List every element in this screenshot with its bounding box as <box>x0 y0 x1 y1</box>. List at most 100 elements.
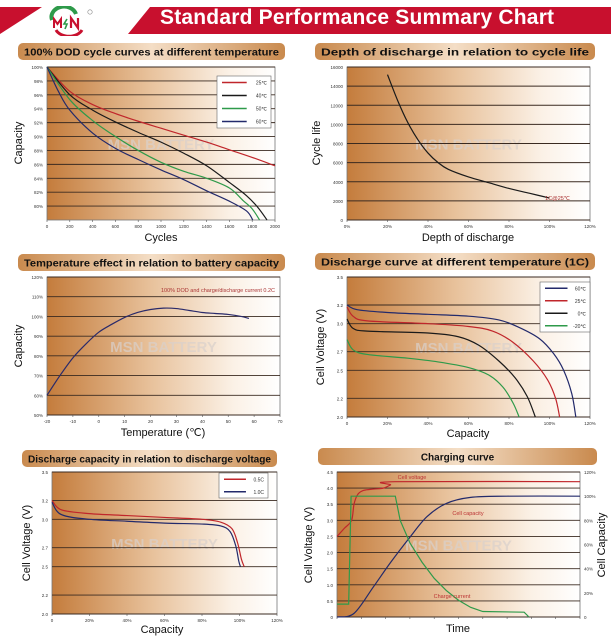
y-tick-label: 3.5 <box>327 502 334 507</box>
y-tick-label: 1.0 <box>327 583 334 588</box>
y-right-tick-label: 0 <box>584 615 587 620</box>
legend: 0.5C 1.0C <box>218 472 269 499</box>
x-tick-label: 400 <box>89 224 97 229</box>
y-right-tick-label: 120% <box>584 470 596 475</box>
watermark: MSN BATTERY <box>110 339 217 356</box>
y-tick-label: 2.5 <box>42 565 49 570</box>
y-tick-label: 86% <box>34 162 43 167</box>
y-tick-label: 80% <box>34 204 43 209</box>
y-tick-label: 98% <box>34 79 43 84</box>
x-tick-label: 80% <box>197 618 206 623</box>
x-tick-label: 70 <box>277 419 283 424</box>
x-tick-label: 600 <box>112 224 120 229</box>
y-tick-label: 6000 <box>333 161 344 166</box>
y-tick-label: 16000 <box>330 65 343 70</box>
x-tick-label: 60% <box>464 224 473 229</box>
x-axis-label: Capacity <box>141 624 184 636</box>
chart-panel-1: 100% DOD cycle curves at different tempe… <box>13 43 285 244</box>
y-tick-label: 14000 <box>330 84 343 89</box>
legend-label: 1.0C <box>253 490 264 496</box>
y-tick-label: 82% <box>34 190 43 195</box>
chart-title-bar <box>18 254 285 271</box>
y-tick-label: 2.5 <box>337 368 344 373</box>
legend-label: 0℃ <box>578 311 587 317</box>
y-axis-label: Cycle life <box>311 121 323 166</box>
header-banner: Standard Performance Summary Chart <box>0 0 611 40</box>
y-tick-label: 2.2 <box>42 593 49 598</box>
x-axis-label: Temperature (℃) <box>121 427 206 439</box>
chart-title-bar <box>18 43 285 60</box>
x-tick-label: 0 <box>98 419 101 424</box>
y-tick-label: 90% <box>34 334 43 339</box>
y-tick-label: 2.0 <box>42 612 49 617</box>
x-tick-label: 20% <box>383 224 392 229</box>
series-line-1-0c <box>51 501 242 567</box>
watermark: MSN BATTERY <box>415 340 522 357</box>
chart-title: 100% DOD cycle curves at different tempe… <box>24 48 279 59</box>
y-tick-label: 12000 <box>330 103 343 108</box>
x-tick-label: 40% <box>122 618 131 623</box>
x-tick-label: 1200 <box>179 224 190 229</box>
y-right-tick-label: 40% <box>584 567 593 572</box>
chart-panel-5: Discharge capacity in relation to discha… <box>21 450 283 636</box>
legend-label: 60℃ <box>256 120 268 126</box>
chart-annotation: 100% DOD and charge/discharge current 0.… <box>161 288 275 294</box>
watermark: MSN BATTERY <box>111 536 218 553</box>
x-tick-label: 40% <box>423 421 432 426</box>
series-line-50- <box>46 66 261 221</box>
series-line-25- <box>46 66 276 167</box>
x-axis-label: Capacity <box>447 428 490 440</box>
x-tick-label: 100% <box>544 421 556 426</box>
watermark: MSN BATTERY <box>405 538 512 555</box>
x-tick-label: 20 <box>148 419 154 424</box>
y-tick-label: 2.2 <box>337 396 344 401</box>
y-tick-label: 94% <box>34 107 43 112</box>
chart-title-bar <box>318 448 597 465</box>
y-tick-label: 110% <box>32 295 43 300</box>
watermark: MSN BATTERY <box>108 137 215 154</box>
y-tick-label: 120% <box>31 275 43 280</box>
chart-title-bar <box>22 450 277 467</box>
series-line-1 <box>46 307 250 396</box>
x-axis-label: Depth of discharge <box>422 232 514 244</box>
x-tick-label: 40 <box>200 419 206 424</box>
chart-panel-2: Depth of discharge in relation to cycle … <box>311 43 596 244</box>
x-tick-label: 120% <box>584 421 596 426</box>
y-tick-label: 2.7 <box>42 546 49 551</box>
series-line-40- <box>46 66 268 221</box>
legend-box <box>216 75 272 129</box>
msn-logo <box>49 6 93 36</box>
y-tick-label: 84% <box>34 176 43 181</box>
chart-annotation: Cell capacity <box>452 511 483 517</box>
legend-label: 25℃ <box>575 299 587 305</box>
x-tick-label: 60% <box>160 618 169 623</box>
chart-title: Temperature effect in relation to batter… <box>24 259 279 270</box>
y-tick-label: 50% <box>34 413 43 418</box>
series-line-60- <box>346 304 577 418</box>
x-tick-label: 40% <box>423 224 432 229</box>
y-axis-label: Cell Voltage (V) <box>303 507 315 583</box>
y-tick-label: 4.0 <box>327 486 334 491</box>
x-axis-label: Time <box>446 623 470 635</box>
x-tick-label: 0 <box>51 618 54 623</box>
x-tick-label: 200 <box>66 224 74 229</box>
y-axis-label: Capacity <box>13 121 25 164</box>
legend-box <box>218 472 269 499</box>
y-tick-label: 100% <box>31 314 43 319</box>
x-tick-label: 0 <box>346 421 349 426</box>
watermark: MSN BATTERY <box>415 137 522 154</box>
y-tick-label: 2.7 <box>337 350 344 355</box>
x-tick-label: 80% <box>504 421 513 426</box>
x-tick-label: 60 <box>252 419 258 424</box>
plot-area <box>46 276 281 416</box>
y-axis-label: Capacity <box>13 324 25 367</box>
chart-annotation: Cell voltage <box>398 475 427 481</box>
y-tick-label: 3.2 <box>337 303 344 308</box>
y-tick-label: 88% <box>34 148 43 153</box>
legend-label: 60℃ <box>575 286 587 292</box>
chart-panel-4: Discharge curve at different temperature… <box>315 253 596 440</box>
x-tick-label: 80% <box>504 224 513 229</box>
x-tick-label: -10 <box>70 419 77 424</box>
y-tick-label: 2.5 <box>327 534 334 539</box>
x-tick-label: 1400 <box>202 224 213 229</box>
